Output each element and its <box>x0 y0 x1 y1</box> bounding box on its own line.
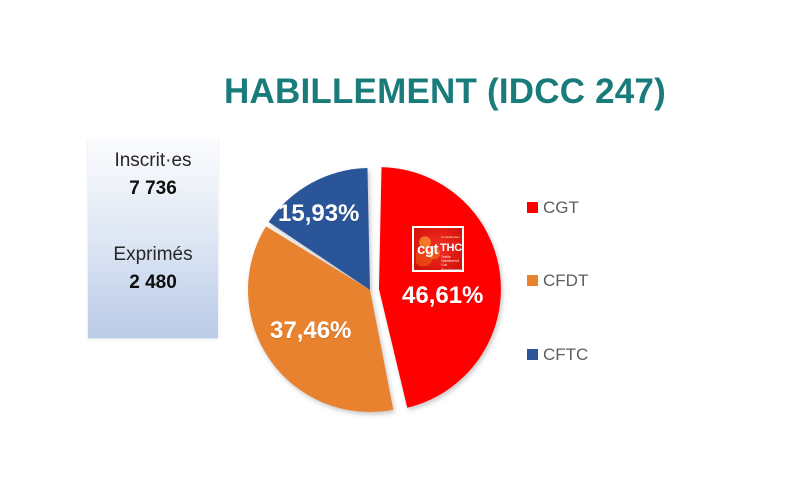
legend-item-cfdt[interactable]: CFDT <box>527 269 588 291</box>
stat-exprimes-value: 2 480 <box>129 272 177 293</box>
cgt-logo-thcb-text: THCB <box>440 242 463 254</box>
legend-label-cftc: CFTC <box>543 344 589 364</box>
legend-swatch-cftc-icon <box>527 348 538 360</box>
cgt-thcb-logo: Confédération cgt THCB Textile Habilleme… <box>412 226 464 272</box>
legend-item-cftc[interactable]: CFTC <box>527 343 588 365</box>
legend-label-cgt: CGT <box>543 197 579 217</box>
legend-item-cgt[interactable]: CGT <box>527 196 579 218</box>
stat-exprimes-label: Exprimés <box>113 244 193 265</box>
legend-swatch-cfdt-icon <box>527 274 538 286</box>
pie-chart-svg <box>248 167 501 412</box>
stat-inscrits-label: Inscrit·es <box>114 150 192 171</box>
stat-exprimes: Exprimés 2 480 <box>88 242 218 298</box>
slice-label-cfdt: 37,46% <box>270 317 352 344</box>
pie-slice-cfdt[interactable] <box>248 226 394 412</box>
legend-swatch-cgt-icon <box>527 201 538 213</box>
stats-panel: Inscrit·es 7 736 Exprimés 2 480 <box>88 138 218 338</box>
cgt-logo-subtitle: Textile Habillement Cuir Blanchisserie <box>441 255 462 272</box>
pie-slice-cgt[interactable] <box>378 167 501 408</box>
cgt-logo-wordmark: cgt <box>417 241 439 258</box>
pie-chart: 46,61% 37,46% 15,93% Confédération cgt T… <box>232 155 522 435</box>
chart-legend: CGT CFDT CFTC <box>527 196 637 376</box>
page-title: HABILLEMENT (IDCC 247) <box>224 72 666 111</box>
slice-label-cgt: 46,61% <box>402 282 484 309</box>
slice-label-cftc: 15,93% <box>278 200 360 227</box>
stat-inscrits: Inscrit·es 7 736 <box>88 148 218 204</box>
stat-inscrits-value: 7 736 <box>129 178 177 199</box>
cgt-logo-artwork-icon <box>416 232 446 266</box>
cgt-logo-top-line: Confédération <box>441 235 460 239</box>
legend-label-cfdt: CFDT <box>543 270 589 290</box>
pie-slice-cftc[interactable] <box>268 168 370 290</box>
